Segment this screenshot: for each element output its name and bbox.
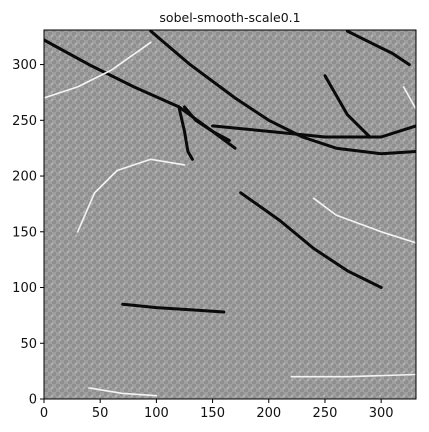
edge-strokes <box>44 30 416 397</box>
x-tick-label: 150 <box>200 406 225 421</box>
chart-title: sobel-smooth-scale0.1 <box>159 10 300 25</box>
image-background <box>44 30 416 399</box>
y-axis: 0 50 100 150 200 250 300 <box>12 58 44 408</box>
dark-edge-stroke <box>177 105 194 161</box>
dark-edge-stroke <box>323 74 372 139</box>
x-axis: 0 50 100 150 200 250 300 <box>40 399 394 421</box>
x-tick-label: 100 <box>144 406 169 421</box>
x-tick-label: 200 <box>256 406 281 421</box>
light-edge-stroke <box>312 197 416 244</box>
x-tick-label: 50 <box>92 406 109 421</box>
x-tick-label: 300 <box>369 406 394 421</box>
dark-edge-stroke <box>239 191 383 289</box>
y-tick-label: 150 <box>12 225 37 240</box>
y-tick-label: 200 <box>12 170 37 185</box>
dark-edge-stroke <box>345 30 411 67</box>
image-area <box>44 30 416 399</box>
light-edge-stroke <box>88 387 158 397</box>
y-tick-label: 50 <box>20 337 37 352</box>
plot-frame <box>43 29 417 400</box>
light-edge-stroke <box>76 158 186 233</box>
x-tick-label: 250 <box>313 406 338 421</box>
y-tick-label: 300 <box>12 58 37 73</box>
y-tick-label: 100 <box>12 281 37 296</box>
light-edge-stroke <box>44 41 152 99</box>
y-tick-label: 250 <box>12 114 37 129</box>
dark-edge-stroke <box>149 30 416 156</box>
light-edge-stroke <box>402 86 416 110</box>
dark-edge-stroke <box>121 302 226 314</box>
dark-edge-stroke <box>211 124 416 139</box>
y-tick-label: 0 <box>29 393 37 408</box>
light-edge-stroke <box>290 373 416 378</box>
x-tick-label: 0 <box>40 406 48 421</box>
dark-edge-stroke <box>183 105 231 142</box>
